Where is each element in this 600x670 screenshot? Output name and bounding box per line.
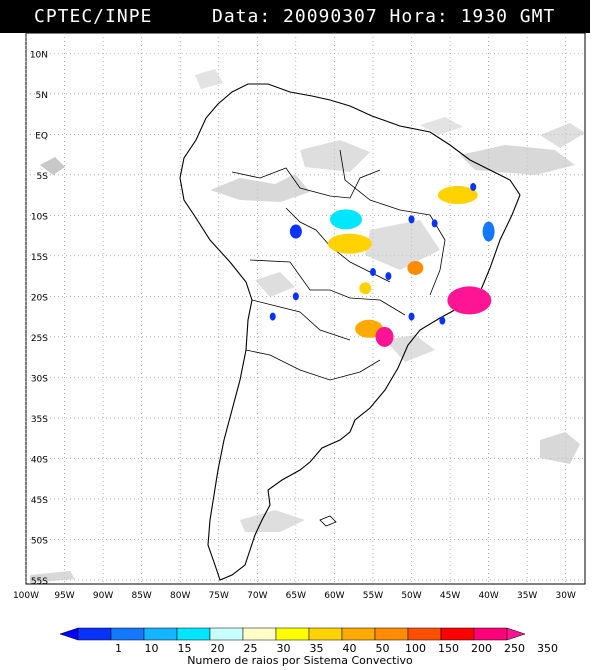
lat-tick-label: 10N <box>30 50 48 60</box>
lat-tick-label: 30S <box>31 374 48 384</box>
colorbar-segment <box>143 627 178 641</box>
lon-tick-label: 55W <box>363 591 383 601</box>
lon-tick-label: 50W <box>401 591 421 601</box>
colorbar-right-arrow <box>506 627 526 641</box>
colorbar-label: 25 <box>244 642 258 654</box>
lat-tick-label: 40S <box>31 455 48 465</box>
lon-tick-label: 35W <box>517 591 537 601</box>
lat-tick-label: 5N <box>36 91 48 101</box>
colorbar-segment <box>275 627 310 641</box>
lon-tick-label: 30W <box>556 591 576 601</box>
lat-tick-label: 5S <box>37 172 49 182</box>
colorbar-segments <box>59 627 526 641</box>
lat-tick-label: 35S <box>31 415 48 425</box>
colorbar-segment <box>407 627 442 641</box>
lon-tick-label: 60W <box>324 591 344 601</box>
colorbar-label: 10 <box>145 642 159 654</box>
lon-tick-label: 85W <box>131 591 151 601</box>
lon-tick-label: 45W <box>440 591 460 601</box>
convective-systems <box>269 182 495 347</box>
convective-system-ne-yellow <box>437 186 478 205</box>
legend-colorbar: 1 10 15 20 25 30 35 40 50 100 150 200 250 350 <box>59 627 558 654</box>
colorbar-label: 150 <box>438 642 459 654</box>
organization-label: CPTEC/INPE <box>34 6 153 27</box>
colorbar-labels: 1 10 15 20 25 30 35 40 50 100 150 200 250 350 <box>115 642 558 654</box>
lat-tick-label: 15S <box>31 253 48 263</box>
colorbar-label: 20 <box>211 642 225 654</box>
cloud-cover <box>30 69 585 583</box>
convective-system-mid-orange <box>407 260 424 275</box>
colorbar-segment <box>308 627 343 641</box>
convective-system-center-yellow <box>327 233 372 254</box>
lightning-map: 10N 5N EQ 5S 10S 15S 20S 25S 30S 35S 40S 45S 50S 55S 1… <box>13 32 586 601</box>
convective-system-east-blue <box>482 221 495 242</box>
colorbar-label: 50 <box>376 642 390 654</box>
lon-tick-label: 90W <box>93 591 113 601</box>
map-frame <box>25 32 586 585</box>
axis-labels: 10N 5N EQ 5S 10S 15S 20S 25S 30S 35S 40S 45S 50S 55S 1… <box>13 50 576 601</box>
colorbar-segment <box>209 627 244 641</box>
colorbar-left-arrow <box>59 627 79 641</box>
colorbar-segment <box>440 627 475 641</box>
colorbar-label: 15 <box>178 642 192 654</box>
convective-system-small <box>470 182 477 191</box>
colorbar-segment <box>77 627 112 641</box>
lon-tick-label: 75W <box>209 591 229 601</box>
convective-system-small <box>431 219 438 228</box>
convective-system-south-magenta <box>375 326 394 347</box>
convective-system-small <box>369 268 376 277</box>
colorbar-label: 350 <box>537 642 558 654</box>
lat-tick-label: 45S <box>31 496 48 506</box>
lat-tick-label: 25S <box>31 334 48 344</box>
colorbar-label: 250 <box>504 642 525 654</box>
convective-system-west-blue <box>289 224 302 239</box>
convective-system-small <box>439 316 446 325</box>
convective-system-small <box>385 272 392 281</box>
colorbar-segment <box>341 627 376 641</box>
colorbar-label: 35 <box>310 642 324 654</box>
country-borders <box>231 149 446 381</box>
convective-system-small <box>408 312 415 321</box>
convective-system-se-magenta <box>447 286 492 315</box>
colorbar-segment <box>242 627 277 641</box>
colorbar-label: 1 <box>115 642 122 654</box>
lat-tick-label: 55S <box>31 577 48 587</box>
colorbar-segment <box>176 627 211 641</box>
convective-system-mid-yellow <box>359 282 372 295</box>
datetime-label: Data: 20090307 Hora: 1930 GMT <box>212 6 556 27</box>
colorbar-label: 200 <box>471 642 492 654</box>
convective-system-small <box>292 292 299 301</box>
convective-system-south-orange <box>355 319 384 338</box>
colorbar-segment <box>473 627 508 641</box>
colorbar-label: 100 <box>405 642 426 654</box>
lat-tick-label: 20S <box>31 293 48 303</box>
lon-tick-label: 100W <box>13 591 39 601</box>
lat-tick-label: 10S <box>31 212 48 222</box>
colorbar-segment <box>374 627 409 641</box>
continent-outline <box>179 83 521 581</box>
colorbar-label: 40 <box>343 642 357 654</box>
lon-tick-label: 95W <box>54 591 74 601</box>
lon-tick-label: 80W <box>170 591 190 601</box>
convective-system-small <box>408 215 415 224</box>
convective-system-small <box>269 312 276 321</box>
lat-tick-label: EQ <box>35 131 48 141</box>
legend-title: Numero de raios por Sistema Convectivo <box>187 654 413 667</box>
lat-tick-label: 50S <box>31 536 48 546</box>
lon-tick-label: 70W <box>247 591 267 601</box>
lon-tick-label: 40W <box>478 591 498 601</box>
map-header: CPTEC/INPE Data: 20090307 Hora: 1930 GMT <box>0 0 590 33</box>
lon-tick-label: 65W <box>286 591 306 601</box>
colorbar-label: 30 <box>277 642 291 654</box>
colorbar-segment <box>110 627 145 641</box>
convective-system-center-cyan <box>329 209 362 230</box>
